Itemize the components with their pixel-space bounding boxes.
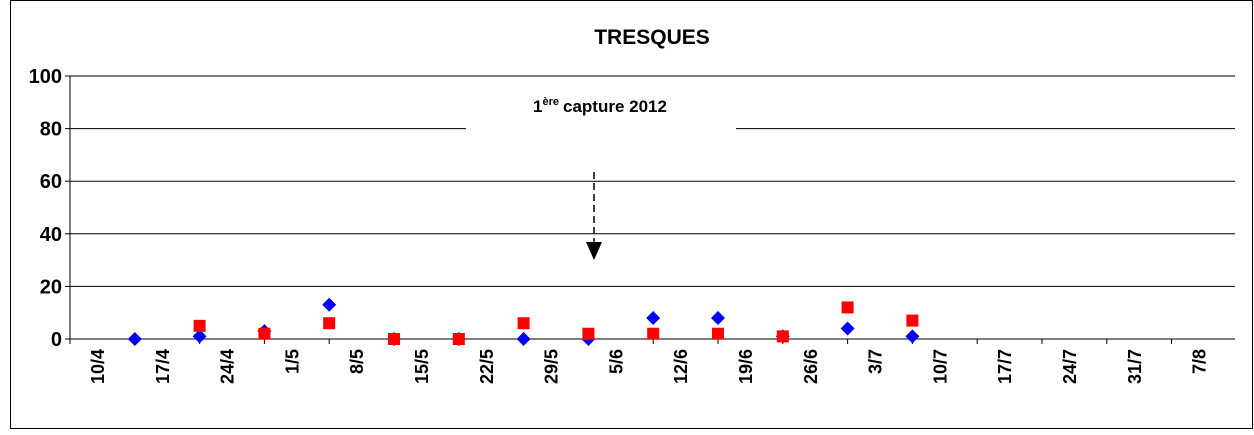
y-tick-label: 40 <box>40 224 62 246</box>
x-tick-label: 29/5 <box>542 349 562 384</box>
x-tick-label: 7/8 <box>1190 349 1210 374</box>
plot-area: 0 20 40 60 80 100 10/4 17/4 24/4 1/5 8/5 15/5 22/5 29… <box>29 66 1235 384</box>
point <box>840 321 855 336</box>
annotation-box <box>466 88 736 144</box>
x-tick-label: 17/4 <box>153 349 173 384</box>
point <box>388 333 400 345</box>
point <box>127 332 142 346</box>
x-tick-label: 15/5 <box>412 349 432 384</box>
x-tick-label: 24/7 <box>1060 349 1080 384</box>
point <box>452 333 465 345</box>
annotation-base: 1 <box>533 97 542 116</box>
point <box>322 297 337 312</box>
point <box>712 327 724 340</box>
x-tick-label: 26/6 <box>801 349 821 384</box>
x-tick-label: 17/7 <box>995 349 1015 384</box>
point <box>647 327 660 340</box>
point <box>323 317 336 330</box>
x-tick-label: 31/7 <box>1125 349 1145 384</box>
y-tick-label: 0 <box>51 329 62 351</box>
point <box>906 314 919 327</box>
x-tick-label: 10/4 <box>88 349 108 384</box>
x-tick-label: 8/5 <box>347 349 367 374</box>
y-tick-label: 100 <box>29 66 62 88</box>
point <box>193 319 206 332</box>
point <box>905 329 920 344</box>
point <box>258 327 271 340</box>
point <box>646 310 661 325</box>
x-tick-label: 5/6 <box>606 349 626 374</box>
annotation-sup: ère <box>542 96 559 108</box>
annotation: 1ère capture 2012 <box>533 96 667 116</box>
y-tick-label: 60 <box>40 171 62 193</box>
x-tick-label: 22/5 <box>477 349 497 384</box>
point <box>582 327 595 340</box>
x-tick-label: 1/5 <box>282 349 302 374</box>
chart-frame <box>10 0 1253 429</box>
point <box>841 301 854 314</box>
point <box>517 317 530 330</box>
point <box>711 310 725 325</box>
y-tick-label: 80 <box>40 119 62 141</box>
x-tick-label: 24/4 <box>218 349 238 384</box>
point <box>776 330 789 343</box>
x-tick-label: 19/6 <box>736 349 756 384</box>
arrow-head <box>586 242 602 260</box>
point <box>192 329 207 344</box>
y-tick-label: 20 <box>40 276 62 298</box>
x-tick-label: 10/7 <box>930 349 950 384</box>
x-tick-label: 12/6 <box>671 349 691 384</box>
chart-title: TRESQUES <box>594 26 710 49</box>
annotation-rest: capture 2012 <box>563 97 667 116</box>
x-tick-label: 3/7 <box>866 349 886 374</box>
point <box>516 332 531 346</box>
